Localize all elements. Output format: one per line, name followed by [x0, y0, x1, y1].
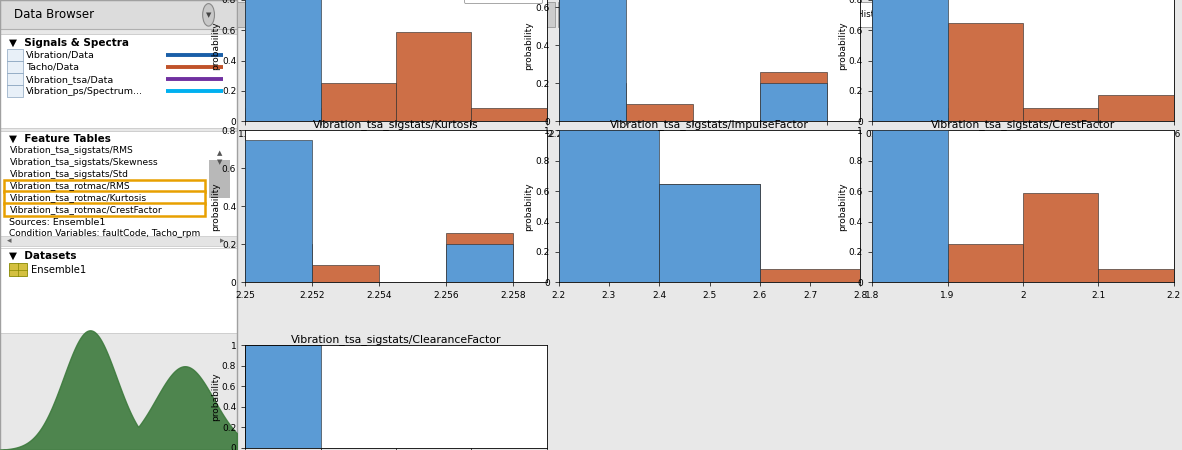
Bar [4, 180, 204, 192]
Bar [246, 345, 320, 448]
Text: Vibration_tsa_rotmac/RMS: Vibration_tsa_rotmac/RMS [9, 181, 130, 190]
Bar [4, 191, 204, 204]
Text: Time-Domain Features: Vibration_tsa/Data: Time-Domain Features: Vibration_tsa/Data [587, 9, 773, 18]
Legend: faultCode=0, faultCode=1: faultCode=0, faultCode=1 [463, 0, 543, 3]
Bar [246, 108, 320, 122]
Text: Vibration_tsa_sigstats/Std: Vibration_tsa_sigstats/Std [9, 170, 129, 179]
Bar [872, 130, 948, 282]
Bar [312, 265, 379, 282]
Bar [0, 130, 238, 306]
Bar [472, 108, 547, 122]
Title: Vibration_tsa_sigstats/ImpulseFactor: Vibration_tsa_sigstats/ImpulseFactor [610, 119, 808, 130]
Bar [948, 244, 1022, 282]
Bar [4, 203, 204, 216]
Bar [320, 83, 396, 122]
Y-axis label: probability: probability [838, 21, 846, 70]
Text: Vibration_tsa/Data: Vibration_tsa/Data [26, 75, 113, 84]
Bar [9, 263, 27, 276]
Text: ▼  Signals & Spectra: ▼ Signals & Spectra [9, 38, 130, 48]
Text: ▸: ▸ [220, 236, 225, 245]
Text: Data Browser: Data Browser [14, 9, 95, 21]
Bar [948, 22, 1022, 122]
Y-axis label: probability: probability [524, 21, 533, 70]
Bar [760, 72, 826, 122]
Bar [558, 2, 823, 27]
Text: Ensemble1: Ensemble1 [31, 265, 86, 274]
Bar [872, 269, 948, 282]
Text: ▼: ▼ [216, 159, 222, 165]
Bar [1098, 95, 1174, 122]
Y-axis label: probability: probability [524, 182, 533, 230]
Y-axis label: probability: probability [210, 21, 220, 70]
Y-axis label: probability: probability [210, 372, 220, 421]
Bar [1022, 108, 1098, 122]
Bar [559, 83, 625, 122]
Bar [7, 61, 24, 73]
Text: Tacho/Data: Tacho/Data [26, 63, 78, 72]
Text: Vibration_ps/Spectrum...: Vibration_ps/Spectrum... [26, 87, 143, 96]
Text: Vibration_tsa_rotmac/Kurtosis: Vibration_tsa_rotmac/Kurtosis [9, 193, 147, 202]
Title: Vibration_tsa_sigstats/ClearanceFactor: Vibration_tsa_sigstats/ClearanceFactor [291, 334, 501, 345]
Bar [559, 0, 625, 122]
Bar [625, 104, 693, 122]
Text: Vibration_tsa_sigstats/RMS: Vibration_tsa_sigstats/RMS [9, 146, 134, 155]
Title: Vibration_tsa_sigstats/Kurtosis: Vibration_tsa_sigstats/Kurtosis [313, 119, 479, 130]
Text: ✕: ✕ [541, 9, 547, 18]
Bar [286, 2, 556, 27]
Bar [246, 244, 312, 282]
Text: Vibration/Data: Vibration/Data [26, 50, 95, 59]
Text: +2: +2 [252, 9, 267, 20]
Text: ▼: ▼ [206, 12, 212, 18]
Bar [1022, 193, 1098, 282]
Text: ▼  Datasets: ▼ Datasets [9, 251, 77, 261]
Bar [208, 160, 229, 198]
Text: ✕: ✕ [808, 9, 814, 18]
Bar [7, 49, 24, 61]
Bar [0, 34, 238, 128]
Bar [246, 0, 320, 122]
Text: Histogram: FeatureTable1: Histogram: FeatureTable1 [857, 9, 969, 18]
Bar [447, 244, 513, 282]
Bar [1098, 269, 1174, 282]
Bar [660, 184, 760, 282]
Bar [7, 73, 24, 85]
Text: Power Spectrum: Vibration_ps/SpectrumData: Power Spectrum: Vibration_ps/SpectrumDat… [311, 9, 508, 18]
Text: Vibration_tsa_sigstats/Skewness: Vibration_tsa_sigstats/Skewness [9, 158, 158, 167]
Bar [760, 269, 860, 282]
Bar [447, 233, 513, 282]
Text: Vibration_tsa_rotmac/CrestFactor: Vibration_tsa_rotmac/CrestFactor [9, 205, 162, 214]
Bar [660, 184, 760, 282]
Text: ◂: ◂ [7, 236, 12, 245]
Title: Vibration_tsa_sigstats/CrestFactor: Vibration_tsa_sigstats/CrestFactor [930, 119, 1115, 130]
Bar [826, 2, 1014, 27]
Text: ▲: ▲ [216, 150, 222, 156]
Bar [872, 108, 948, 122]
Text: ✕: ✕ [1000, 9, 1007, 18]
Text: Condition Variables: faultCode, Tacho_rpm: Condition Variables: faultCode, Tacho_rp… [9, 229, 201, 238]
Bar [396, 32, 472, 122]
Bar [760, 83, 826, 122]
Y-axis label: probability: probability [210, 182, 220, 230]
Text: ▼  Feature Tables: ▼ Feature Tables [9, 134, 111, 144]
Bar [7, 86, 24, 97]
Bar [0, 236, 238, 246]
Bar [246, 140, 312, 282]
Bar [559, 244, 660, 282]
Bar [559, 130, 660, 282]
Text: Sources: Ensemble1: Sources: Ensemble1 [9, 218, 106, 227]
Bar [0, 248, 238, 333]
Y-axis label: probability: probability [838, 182, 846, 230]
Bar [238, 2, 282, 27]
Bar [0, 0, 238, 29]
Circle shape [202, 4, 214, 26]
Bar [872, 0, 948, 122]
